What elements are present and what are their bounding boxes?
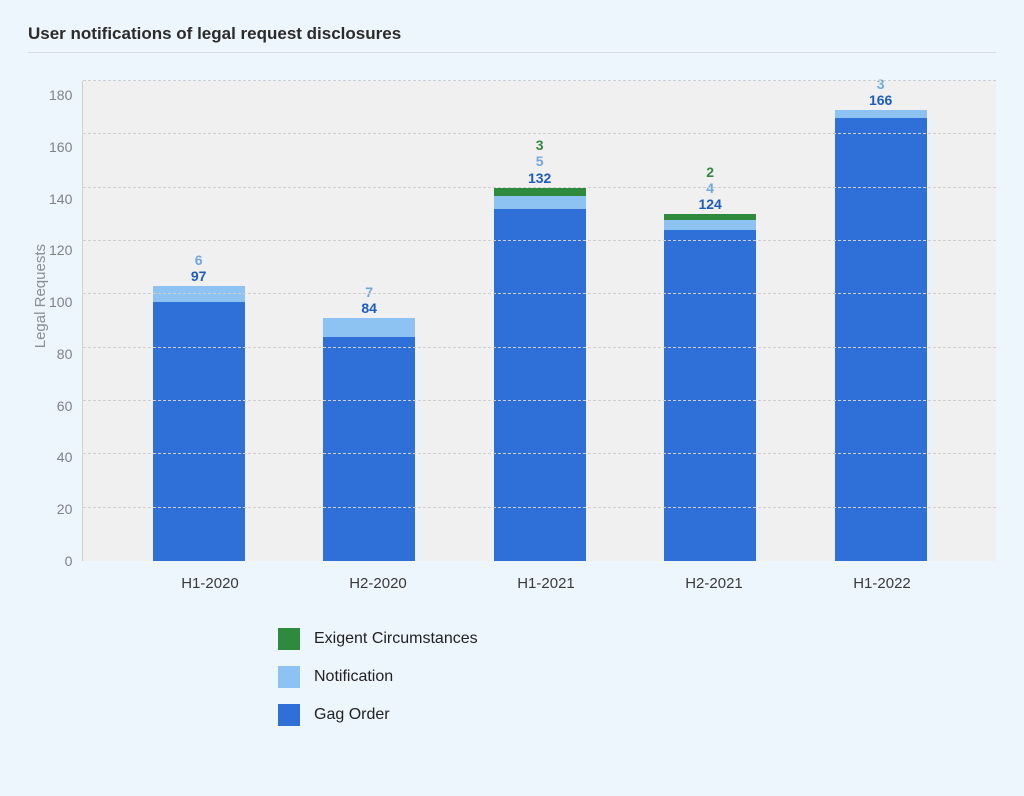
value-label: 3 — [877, 76, 885, 92]
y-tick: 140 — [49, 192, 72, 206]
value-label: 5 — [536, 153, 544, 169]
value-label: 132 — [528, 170, 551, 186]
legend-item: Notification — [278, 666, 996, 688]
y-tick: 0 — [65, 554, 73, 568]
value-labels: 697 — [153, 252, 245, 284]
value-labels: 784 — [323, 284, 415, 316]
value-label: 166 — [869, 92, 892, 108]
chart-title: User notifications of legal request disc… — [28, 24, 996, 53]
grid-line — [83, 187, 996, 188]
y-tick: 100 — [49, 295, 72, 309]
y-tick: 40 — [57, 450, 73, 464]
x-tick: H1-2021 — [500, 575, 592, 592]
grid-line — [83, 400, 996, 401]
y-tick: 60 — [57, 399, 73, 413]
y-tick: 180 — [49, 88, 72, 102]
value-label: 84 — [361, 300, 377, 316]
legend-label: Gag Order — [314, 706, 390, 724]
bar-segment — [664, 230, 756, 561]
chart-area: Legal Requests 180160140120100806040200 … — [28, 81, 996, 561]
bar-segment — [494, 188, 586, 196]
bar-segment — [323, 318, 415, 337]
y-tick: 20 — [57, 502, 73, 516]
value-labels: 35132 — [494, 137, 586, 185]
bar-segment — [323, 337, 415, 561]
value-labels: 24124 — [664, 164, 756, 212]
y-axis-ticks: 180160140120100806040200 — [49, 81, 82, 561]
value-label: 97 — [191, 268, 207, 284]
bar-segment — [494, 209, 586, 561]
grid-line — [83, 240, 996, 241]
y-tick: 160 — [49, 140, 72, 154]
x-axis-ticks: H1-2020 H2-2020 H1-2021 H2-2021 H1-2022 — [96, 561, 996, 592]
value-label: 6 — [195, 252, 203, 268]
grid-line — [83, 507, 996, 508]
value-label: 2 — [706, 164, 714, 180]
y-axis-label: Legal Requests — [28, 244, 49, 348]
x-tick: H2-2021 — [668, 575, 760, 592]
bar-group: 784 — [323, 318, 415, 561]
y-tick: 120 — [49, 243, 72, 257]
legend-swatch — [278, 704, 300, 726]
bars-container: 69778435132241243166 — [83, 81, 996, 561]
bar-segment — [835, 118, 927, 561]
plot-area: 69778435132241243166 — [82, 81, 996, 561]
bar-group: 697 — [153, 286, 245, 561]
value-label: 7 — [365, 284, 373, 300]
x-tick: H1-2022 — [836, 575, 928, 592]
x-tick: H1-2020 — [164, 575, 256, 592]
legend-swatch — [278, 628, 300, 650]
grid-line — [83, 80, 996, 81]
grid-line — [83, 347, 996, 348]
bar-segment — [494, 196, 586, 209]
legend: Exigent Circumstances Notification Gag Ord… — [278, 628, 996, 726]
bar-group: 35132 — [494, 188, 586, 561]
legend-item: Exigent Circumstances — [278, 628, 996, 650]
grid-line — [83, 453, 996, 454]
legend-label: Exigent Circumstances — [314, 630, 478, 648]
bar-segment — [153, 302, 245, 561]
legend-label: Notification — [314, 668, 393, 686]
bar-segment — [664, 220, 756, 231]
value-label: 4 — [706, 180, 714, 196]
x-tick: H2-2020 — [332, 575, 424, 592]
value-label: 124 — [698, 196, 721, 212]
bar-group: 3166 — [835, 110, 927, 561]
value-label: 3 — [536, 137, 544, 153]
bar-group: 24124 — [664, 214, 756, 561]
legend-swatch — [278, 666, 300, 688]
legend-item: Gag Order — [278, 704, 996, 726]
grid-line — [83, 133, 996, 134]
bar-segment — [835, 110, 927, 118]
y-tick: 80 — [57, 347, 73, 361]
bar-segment — [153, 286, 245, 302]
grid-line — [83, 293, 996, 294]
